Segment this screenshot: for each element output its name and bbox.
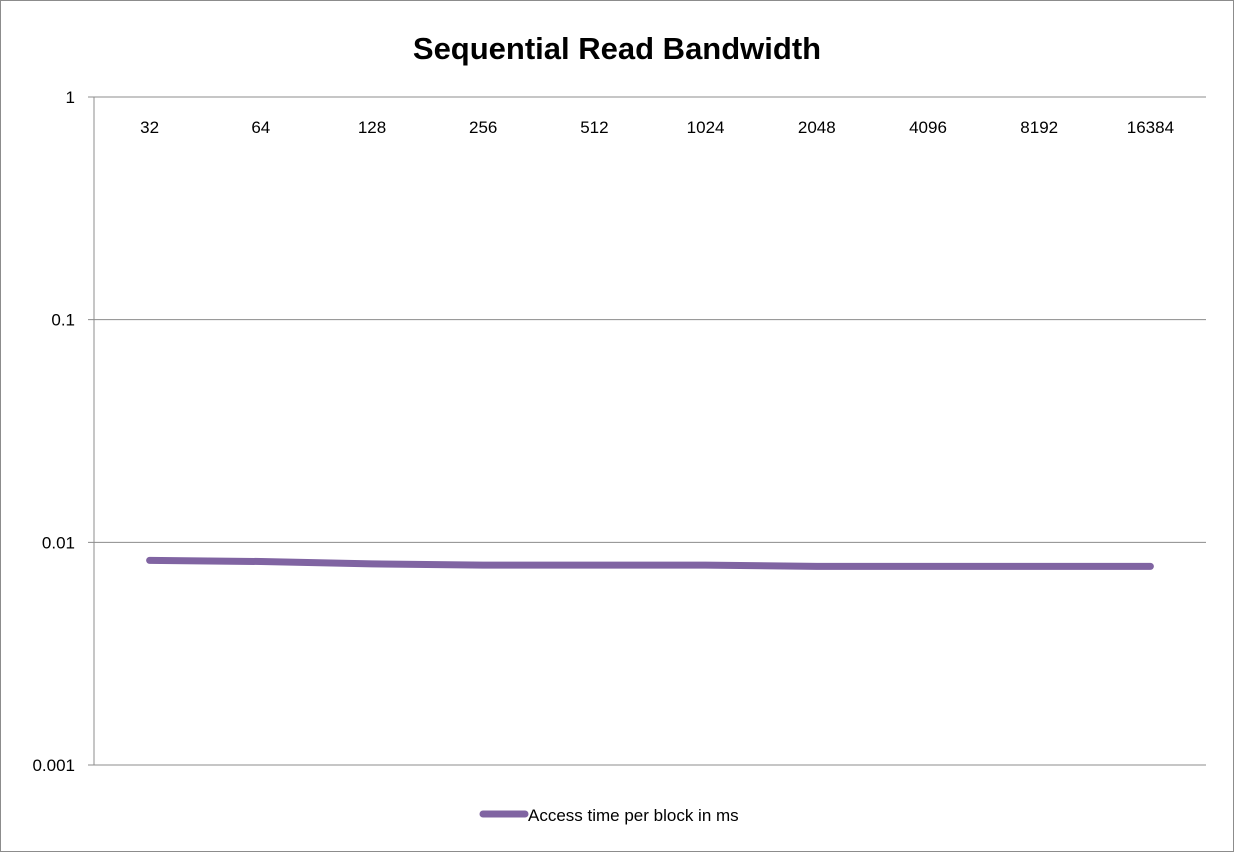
y-tick-label: 0.1 (51, 311, 75, 330)
legend-label: Access time per block in ms (528, 806, 739, 825)
x-tick-label: 128 (358, 118, 386, 137)
y-tick-label: 1 (66, 88, 75, 107)
x-tick-label: 16384 (1127, 118, 1174, 137)
x-axis-tick-labels: 32 64 128 256 512 1024 2048 4096 8192 16384 (140, 118, 1174, 137)
x-tick-label: 8192 (1020, 118, 1058, 137)
x-tick-label: 256 (469, 118, 497, 137)
x-tick-label: 64 (251, 118, 270, 137)
x-tick-label: 32 (140, 118, 159, 137)
y-axis-tick-labels: 1 0.1 0.01 0.001 (32, 88, 75, 775)
x-tick-label: 1024 (687, 118, 725, 137)
x-tick-label: 2048 (798, 118, 836, 137)
grid-lines (88, 96, 1206, 766)
series-lines (146, 556, 1154, 570)
series-line (146, 556, 1154, 570)
y-tick-label: 0.01 (42, 533, 75, 552)
x-tick-label: 512 (580, 118, 608, 137)
x-tick-label: 4096 (909, 118, 947, 137)
y-tick-label: 0.001 (32, 756, 75, 775)
legend: Access time per block in ms (479, 806, 739, 825)
chart-title: Sequential Read Bandwidth (413, 31, 821, 66)
